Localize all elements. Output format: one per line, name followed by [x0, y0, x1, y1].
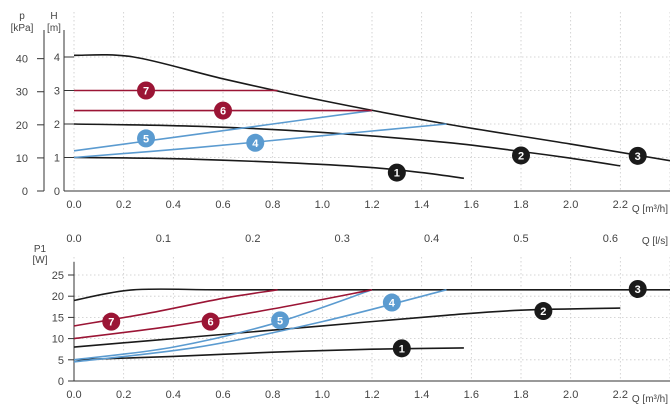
- x-tick-label: 1.8: [513, 389, 528, 401]
- curve-marker-label: 1: [399, 343, 405, 355]
- curve-marker-label: 3: [635, 284, 641, 296]
- curve-power-5: [73, 289, 373, 361]
- curve-power-3: [73, 288, 670, 302]
- h-tick-label: 2: [54, 119, 60, 131]
- ls-axis-label: Q [l/s]: [642, 236, 668, 247]
- x-tick-label: 1.4: [414, 389, 429, 401]
- curve-head-5: [73, 109, 373, 152]
- x-tick-label: 2.2: [613, 389, 628, 401]
- x-tick-label: 2.0: [563, 199, 578, 211]
- grid-layer: [73, 12, 670, 382]
- x-tick-label: 0.6: [215, 199, 230, 211]
- p1-tick-label: 15: [52, 312, 64, 324]
- x-tick-label: 1.2: [364, 199, 379, 211]
- p1-tick-label: 25: [52, 270, 64, 282]
- label-layer: 0.0 0.2 0.4 0.6 0.8 1.0 1.2 1.4 1.6 1.8 2.0 2.2 0 1 2 3…: [11, 11, 669, 405]
- marker-layer: 1 2 3 4 5 6 7 1 2 3 4 5 6 7: [102, 81, 647, 358]
- x-tick-label: 0.8: [265, 199, 280, 211]
- x-tick-label: 2.2: [613, 199, 628, 211]
- curve-marker-label: 7: [143, 86, 149, 98]
- kpa-tick-label: 30: [16, 87, 28, 99]
- series-layer: [73, 54, 670, 363]
- curve-marker-label: 2: [540, 306, 546, 318]
- curve-marker-1: [392, 339, 411, 358]
- p1-tick-label: 0: [58, 376, 64, 388]
- x-tick-label: 0.6: [215, 389, 230, 401]
- x-tick-label: 1.0: [315, 199, 330, 211]
- kpa-tick-label: 0: [22, 186, 28, 198]
- curve-marker-6: [201, 312, 220, 331]
- curve-marker-5: [271, 311, 290, 330]
- curve-power-2: [73, 307, 621, 348]
- kpa-axis-unit: [kPa]: [11, 23, 34, 34]
- x-tick-label: 1.4: [414, 199, 429, 211]
- ls-tick-label: 0.5: [513, 233, 528, 245]
- x-tick-label: 0.0: [66, 389, 81, 401]
- kpa-tick-label: 40: [16, 54, 28, 66]
- h-axis-unit: [m]: [47, 23, 61, 34]
- x-tick-label: 0.8: [265, 389, 280, 401]
- h-axis-label: H: [50, 11, 57, 22]
- x-axis-label: Q [m³/h]: [632, 394, 668, 405]
- curve-marker-2: [512, 146, 530, 165]
- curve-marker-label: 2: [518, 150, 524, 162]
- curve-marker-1: [387, 163, 406, 182]
- x-tick-label: 1.6: [464, 389, 479, 401]
- ls-tick-label: 0.1: [156, 233, 171, 245]
- curve-power-6: [73, 289, 373, 340]
- curve-head-3: [73, 54, 670, 162]
- curve-marker-label: 7: [108, 317, 114, 329]
- curve-marker-label: 3: [635, 151, 641, 163]
- curve-marker-label: 6: [208, 317, 214, 329]
- x-tick-label: 1.6: [464, 199, 479, 211]
- curve-marker-label: 5: [143, 133, 149, 145]
- p1-tick-label: 20: [52, 291, 64, 303]
- curve-marker-label: 4: [252, 138, 259, 150]
- p1-axis-unit: [W]: [33, 255, 48, 266]
- curve-marker-label: 5: [277, 315, 283, 327]
- kpa-axis-label: p: [19, 11, 25, 22]
- curve-marker-3: [628, 146, 647, 165]
- p1-axis-label: P1: [34, 244, 47, 255]
- curve-marker-4: [382, 293, 401, 312]
- curve-marker-7: [102, 312, 121, 331]
- kpa-tick-label: 20: [16, 120, 28, 132]
- curve-marker-7: [137, 81, 156, 100]
- curve-marker-label: 4: [389, 298, 396, 310]
- ls-tick-label: 0.4: [424, 233, 439, 245]
- h-tick-label: 3: [54, 86, 60, 98]
- p1-tick-label: 5: [58, 355, 64, 367]
- curve-marker-label: 6: [220, 106, 226, 118]
- x-tick-label: 0.0: [66, 199, 81, 211]
- ls-tick-label: 0.3: [335, 233, 350, 245]
- axes-layer: [37, 30, 670, 382]
- x-tick-label: 1.2: [364, 389, 379, 401]
- x-axis-label: Q [m³/h]: [632, 204, 668, 215]
- curve-marker-2: [534, 302, 553, 321]
- x-tick-label: 2.0: [563, 389, 578, 401]
- curve-head-1: [73, 156, 465, 180]
- ls-tick-label: 0.6: [603, 233, 618, 245]
- ls-tick-label: 0.2: [245, 233, 260, 245]
- x-tick-label: 0.2: [116, 389, 131, 401]
- x-tick-label: 1.8: [513, 199, 528, 211]
- h-tick-label: 1: [54, 153, 60, 165]
- p1-tick-label: 10: [52, 334, 64, 346]
- h-tick-label: 4: [54, 52, 60, 64]
- curve-marker-label: 1: [394, 168, 400, 180]
- x-tick-label: 0.4: [166, 199, 181, 211]
- h-tick-label: 0: [54, 186, 60, 198]
- curve-marker-3: [628, 279, 647, 298]
- x-tick-label: 0.2: [116, 199, 131, 211]
- curve-marker-5: [137, 129, 156, 148]
- curve-marker-6: [214, 101, 232, 120]
- kpa-tick-label: 10: [16, 153, 28, 165]
- x-tick-label: 0.4: [166, 389, 181, 401]
- curve-head-2: [73, 123, 621, 167]
- ls-tick-label: 0.0: [66, 233, 81, 245]
- curve-marker-4: [246, 133, 265, 152]
- x-tick-label: 1.0: [315, 389, 330, 401]
